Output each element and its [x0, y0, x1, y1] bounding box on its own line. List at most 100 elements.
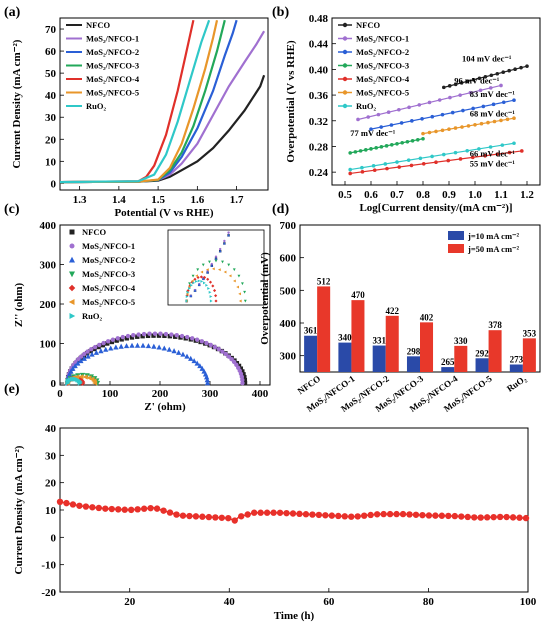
panel-c-inset-point — [200, 270, 204, 274]
panel-c-inset-point — [238, 292, 241, 296]
panel-e-data-point — [95, 504, 103, 512]
panel-c-legend-entry: MoS₂/NFCO-2 — [82, 255, 135, 265]
panel-e-data-point — [354, 513, 361, 520]
panel-a-xlabel: Potential (V vs RHE) — [114, 207, 213, 219]
panel-e-data-point — [205, 513, 213, 521]
panel-c-data-point — [68, 368, 74, 374]
panel-b-legend-entry: MoS₂/NFCO-4 — [356, 74, 410, 84]
panel-b-ytick-label: 0.24 — [309, 167, 329, 179]
panel-c-ytick-label: 200 — [40, 299, 57, 311]
panel-c-ytick-label: 300 — [40, 260, 57, 272]
panel-c-data-point — [240, 380, 245, 386]
panel-b-data-point — [512, 98, 516, 103]
panel-a-ytick-label: 10 — [45, 156, 57, 168]
panel-d-label: (d) — [272, 202, 289, 217]
panel-a-ytick-label: 0 — [51, 178, 57, 190]
panel-c-inset-point — [212, 288, 217, 293]
panel-e-data-point — [263, 509, 271, 516]
panel-e-ytick-label: 30 — [45, 450, 57, 462]
panel-c-data-point — [74, 374, 80, 380]
panel-e-data-point — [496, 513, 504, 521]
panel-c-inset-point — [243, 290, 247, 294]
panel-e-data-point — [477, 514, 484, 521]
panel-c-inset-point — [227, 263, 231, 267]
panel-d-bar-value: 273 — [510, 354, 524, 364]
panel-e-ytick-label: 20 — [45, 478, 57, 490]
panel-d-ytick-label: 700 — [280, 220, 297, 232]
panel-a-series-line — [59, 19, 211, 184]
panel-a-series-line — [59, 19, 195, 184]
panel-e-ytick-label: 40 — [45, 423, 57, 435]
panel-d-bar — [351, 300, 365, 372]
panel-c-data-point — [161, 345, 167, 351]
panel-d-bar-value: 470 — [351, 290, 365, 300]
panel-c-ytick-label: 400 — [40, 220, 57, 232]
panel-c-data-point — [135, 334, 140, 339]
panel-c-data-point — [179, 333, 185, 339]
panel-c-legend-entry: RuO₂ — [82, 311, 102, 321]
panel-c-data-point — [240, 369, 245, 374]
panel-b-slope-label: 104 mV dec⁻¹ — [462, 54, 512, 64]
panel-c-inset-point — [185, 295, 189, 298]
panel-a-legend-entry: MoS₂/NFCO-5 — [86, 88, 139, 98]
panel-d-bar-value: 340 — [338, 333, 352, 343]
panel-c-legend-entry: MoS₂/NFCO-5 — [82, 297, 135, 307]
panel-e-data-point — [250, 509, 258, 516]
panel-d-bar — [454, 345, 468, 372]
panel-a-xtick-label: 1.5 — [151, 194, 165, 206]
panel-c-data-point — [82, 351, 87, 357]
panel-e-data-point — [212, 514, 219, 521]
panel-c-data-point — [156, 333, 162, 338]
panel-d-bar — [338, 342, 352, 372]
panel-c-data-point — [101, 340, 106, 346]
panel-b-xtick-label: 0.8 — [416, 189, 430, 201]
panel-e-data-point — [231, 517, 238, 524]
panel-c-data-point — [105, 339, 111, 344]
panel-e-data-point — [341, 513, 348, 520]
panel-c-data-point — [151, 333, 156, 338]
panel-e-xtick-label: 40 — [224, 596, 236, 608]
panel-c-inset-point — [207, 287, 211, 290]
panel-e-data-point — [373, 511, 381, 518]
panel-b-fit-line — [422, 117, 515, 135]
panel-c-inset-point — [195, 274, 198, 278]
panel-e-data-point — [56, 498, 64, 505]
panel-e-data-point — [186, 512, 193, 520]
panel-e-data-point — [270, 509, 277, 516]
panel-d-bar — [406, 356, 420, 372]
panel-a-ytick-label: 40 — [45, 90, 57, 102]
panel-b-fit-line — [370, 99, 515, 130]
panel-c-data-point — [103, 346, 109, 352]
panel-c-data-point — [109, 339, 115, 345]
panel-c-inset-point — [222, 241, 226, 245]
panel-c-data-point — [242, 380, 248, 386]
panel-d-ytick-label: 600 — [280, 253, 297, 265]
panel-e-data-point — [335, 512, 342, 520]
panel-b-legend-marker — [342, 90, 348, 95]
panel-c-data-point — [216, 347, 221, 352]
panel-c-data-point — [220, 349, 225, 354]
panel-c-data-point — [76, 357, 81, 362]
panel-c-data-point — [115, 336, 120, 341]
panel-b-xtick-label: 0.6 — [364, 189, 378, 201]
panel-a-legend-entry: NFCO — [86, 20, 110, 30]
panel-c-data-point — [93, 349, 99, 355]
panel-c-data-point — [184, 353, 190, 359]
panel-c-inset-point — [210, 264, 214, 267]
panel-d-legend-swatch — [448, 244, 464, 253]
panel-c-inset-point — [238, 299, 242, 303]
panel-e-data-point — [516, 514, 523, 521]
panel-c-xtick-label: 0 — [57, 388, 63, 400]
panel-c-inset-point — [201, 277, 205, 280]
panel-b-xtick-label: 0.7 — [390, 189, 404, 201]
panel-e-data-point — [153, 505, 161, 512]
panel-c-data-point — [166, 346, 172, 352]
panel-e-data-point — [173, 511, 180, 518]
panel-e-data-point — [393, 510, 400, 518]
panel-c-ylabel: Z'' (ohm) — [13, 283, 25, 328]
panel-c-inset-point — [206, 270, 210, 274]
panel-c-data-point — [140, 333, 145, 339]
panel-e-data-point — [63, 499, 70, 507]
panel-c-data-point — [125, 333, 131, 339]
panel-b-slope-label: 55 mV dec⁻¹ — [470, 158, 516, 168]
